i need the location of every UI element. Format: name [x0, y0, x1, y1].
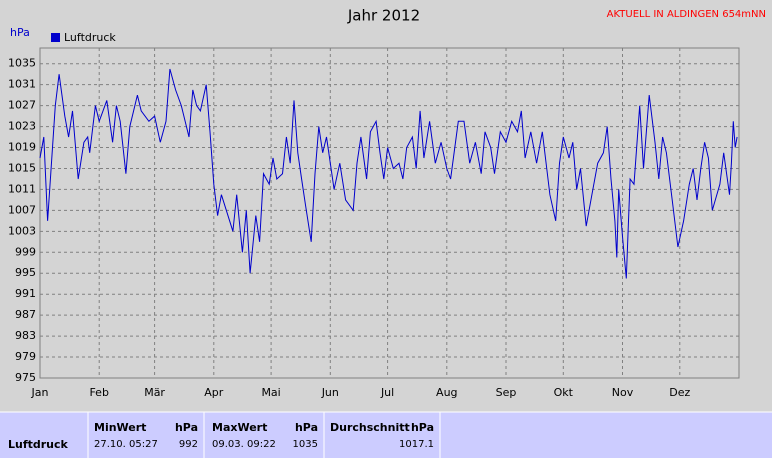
y-tick-label: 975	[15, 371, 36, 384]
x-tick-label: Jul	[380, 386, 394, 399]
x-tick-label: Dez	[669, 386, 690, 399]
table-cell: 1017.1	[399, 439, 434, 450]
chart-title: Jahr 2012	[347, 7, 420, 25]
line	[39, 68, 738, 279]
annotation: AKTUELL IN ALDINGEN 654mNN	[607, 9, 766, 20]
table-cell: 1035	[293, 439, 318, 450]
y-tick-label: 979	[15, 350, 36, 363]
table-cell: 27.10. 05:27	[94, 439, 158, 450]
x-tick-label: Mär	[144, 386, 165, 399]
y-tick-label: 1031	[8, 78, 36, 91]
x-tick-label: Sep	[496, 386, 517, 399]
y-tick-label: 999	[15, 245, 36, 258]
y-tick-label: 1011	[8, 182, 36, 195]
y-tick-label: 1015	[8, 161, 36, 174]
x-tick-label: Feb	[89, 386, 108, 399]
y-tick-label: 1027	[8, 99, 36, 112]
y-tick-label: 1007	[8, 203, 36, 216]
x-tick-label: Okt	[554, 386, 574, 399]
table-cell: 09.03. 09:22	[212, 439, 276, 450]
y-tick-label: 1003	[8, 224, 36, 237]
table-row-label: Luftdruck	[8, 438, 69, 451]
x-tick-label: Jun	[321, 386, 339, 399]
y-tick-label: 987	[15, 308, 36, 321]
y-tick-label: 995	[15, 266, 36, 279]
x-tick-label: Aug	[436, 386, 457, 399]
legend-swatch	[51, 33, 60, 42]
y-tick-label: 1023	[8, 120, 36, 133]
x-tick-label: Jan	[31, 386, 49, 399]
table-header: hPa	[175, 421, 198, 434]
y-tick-label: 1019	[8, 141, 36, 154]
y-tick-label: 991	[15, 287, 36, 300]
x-tick-label: Apr	[204, 386, 224, 399]
x-tick-label: Mai	[261, 386, 280, 399]
table-bg	[0, 412, 772, 458]
table-header: MinWert	[94, 421, 146, 434]
table-header: hPa	[295, 421, 318, 434]
table-cell: 992	[179, 439, 198, 450]
y-axis-label: hPa	[10, 26, 30, 39]
table-header: MaxWert	[212, 421, 267, 434]
y-tick-label: 1035	[8, 57, 36, 70]
x-tick-label: Nov	[612, 386, 634, 399]
table-header: hPa	[411, 421, 434, 434]
table-header: Durchschnitt	[330, 421, 410, 434]
y-tick-label: 983	[15, 329, 36, 342]
legend-label: Luftdruck	[64, 31, 116, 44]
